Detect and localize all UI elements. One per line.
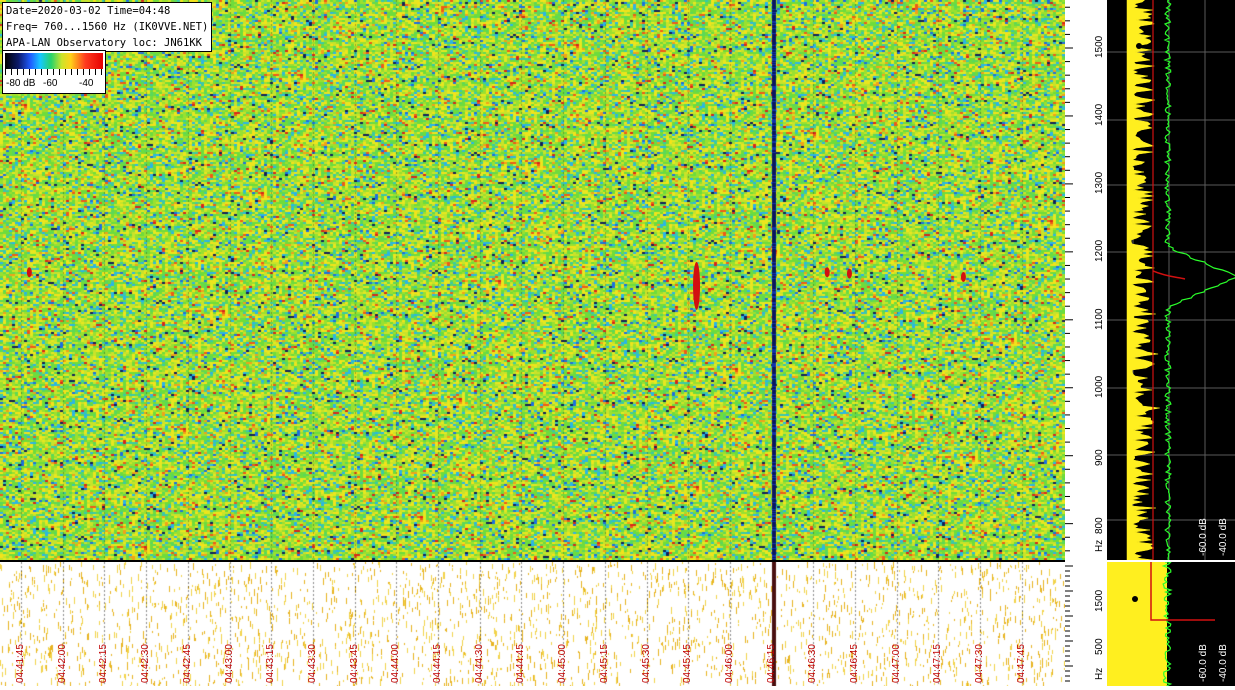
- time-tick-label: 04:45:15: [599, 644, 610, 683]
- time-tick-label: 04:44:15: [432, 644, 443, 683]
- waterfall-overlay: [26, 261, 966, 310]
- time-tick-label: 04:42:15: [98, 644, 109, 683]
- time-tick-label: 04:43:15: [265, 644, 276, 683]
- lower-strip-overlay: [0, 562, 1065, 686]
- legend-label-min: -80 dB: [6, 78, 36, 89]
- info-observatory: APA-LAN Observatory loc: JN61KK: [6, 37, 202, 49]
- time-tick-label: 04:45:30: [641, 644, 652, 683]
- time-tick-label: 04:42:45: [182, 644, 193, 683]
- time-tick-label: 04:45:00: [557, 644, 568, 683]
- time-tick-label: 04:46:30: [807, 644, 818, 683]
- time-tick-label: 04:44:30: [474, 644, 485, 683]
- waterfall-spectrogram: [0, 0, 1065, 560]
- meteor-echo: [693, 261, 701, 310]
- db-axis-label: -60.0 dB: [1198, 644, 1209, 682]
- color-legend: -80 dB -60 -40: [2, 50, 106, 94]
- freq-tick-label: 900: [1094, 449, 1105, 466]
- spectrum-panel-lower: [1107, 562, 1235, 686]
- freq-tick-label: 1300: [1094, 171, 1105, 194]
- freq-unit-label: Hz: [1094, 539, 1105, 552]
- time-tick-label: 04:42:30: [140, 644, 151, 683]
- time-tick-label: 04:46:45: [849, 644, 860, 683]
- color-scale-ticks: [5, 69, 103, 75]
- info-frequency: Freq= 760...1560 Hz (IK0VVE.NET): [6, 21, 209, 33]
- spectrum-trace-average: [1163, 0, 1235, 560]
- spectrum-plot-lower: [1107, 562, 1215, 686]
- lower-amplitude-strip: [0, 562, 1065, 686]
- time-tick-label: 04:47:45: [1016, 644, 1027, 683]
- spectrum-marker: [1136, 43, 1142, 49]
- freq-tick-label: 800: [1094, 516, 1105, 534]
- time-tick-label: 04:44:45: [515, 644, 526, 683]
- spectrum-panel: [1107, 0, 1235, 560]
- meteor-echo: [824, 267, 830, 278]
- freq-tick-label: 1500: [1094, 35, 1105, 58]
- meteor-echo: [846, 268, 852, 279]
- meteor-echo: [26, 267, 32, 278]
- time-tick-label: 04:44:00: [390, 644, 401, 683]
- time-tick-label: 04:43:45: [349, 644, 360, 683]
- spectrum-trace-current: [1126, 0, 1160, 560]
- frequency-axis-lower-ticks: [1065, 565, 1073, 682]
- time-tick-label: 04:46:15: [766, 644, 777, 683]
- time-tick-label: 04:41:45: [15, 644, 26, 683]
- time-tick-label: 04:47:15: [932, 644, 943, 683]
- db-axis-label: -40.0 dB: [1218, 644, 1229, 682]
- spectrum-lower-fill: [1107, 562, 1167, 686]
- info-date-time: Date=2020-03-02 Time=04:48: [6, 5, 171, 17]
- time-tick-label: 04:42:00: [57, 644, 68, 683]
- time-tick-label: 04:43:30: [307, 644, 318, 683]
- frequency-axis-lower: [1065, 562, 1107, 686]
- legend-label-max: -40: [79, 78, 94, 89]
- freq-lower-tick-label: 1500: [1094, 589, 1105, 612]
- lower-strip-canvas: [0, 562, 1065, 686]
- time-tick-label: 04:45:45: [682, 644, 693, 683]
- time-tick-label: 04:43:00: [224, 644, 235, 683]
- meteor-echo: [960, 271, 966, 282]
- freq-tick-label: 1000: [1094, 375, 1105, 398]
- time-tick-label: 04:47:00: [891, 644, 902, 683]
- time-tick-label: 04:47:30: [974, 644, 985, 683]
- legend-label-mid: -60: [43, 78, 58, 89]
- carrier-peak: [1152, 270, 1186, 280]
- time-tick-label: 04:46:00: [724, 644, 735, 683]
- spectrum-plot: [1107, 0, 1235, 560]
- spectrum-lower-average: [1161, 562, 1173, 686]
- freq-tick-label: 1200: [1094, 239, 1105, 262]
- freq-tick-label: 1400: [1094, 103, 1105, 126]
- freq-lower-tick-label: 500: [1094, 638, 1105, 655]
- spectrum-lower-peak: [1150, 562, 1215, 621]
- color-scale-bar: [5, 53, 103, 69]
- waterfall-canvas: [0, 0, 1065, 560]
- db-axis-label: -40.0 dB: [1218, 518, 1229, 556]
- spectrum-lower-marker: [1132, 596, 1138, 602]
- panel-separator: [0, 560, 1065, 562]
- freq-tick-label: 1100: [1094, 308, 1105, 330]
- freq-lower-unit-label: Hz: [1094, 667, 1105, 680]
- info-box: Date=2020-03-02 Time=04:48 Freq= 760...15…: [2, 2, 213, 52]
- frequency-axis: [1065, 0, 1107, 560]
- frequency-axis-ticks: [1065, 6, 1073, 552]
- db-axis-label: -60.0 dB: [1198, 518, 1209, 556]
